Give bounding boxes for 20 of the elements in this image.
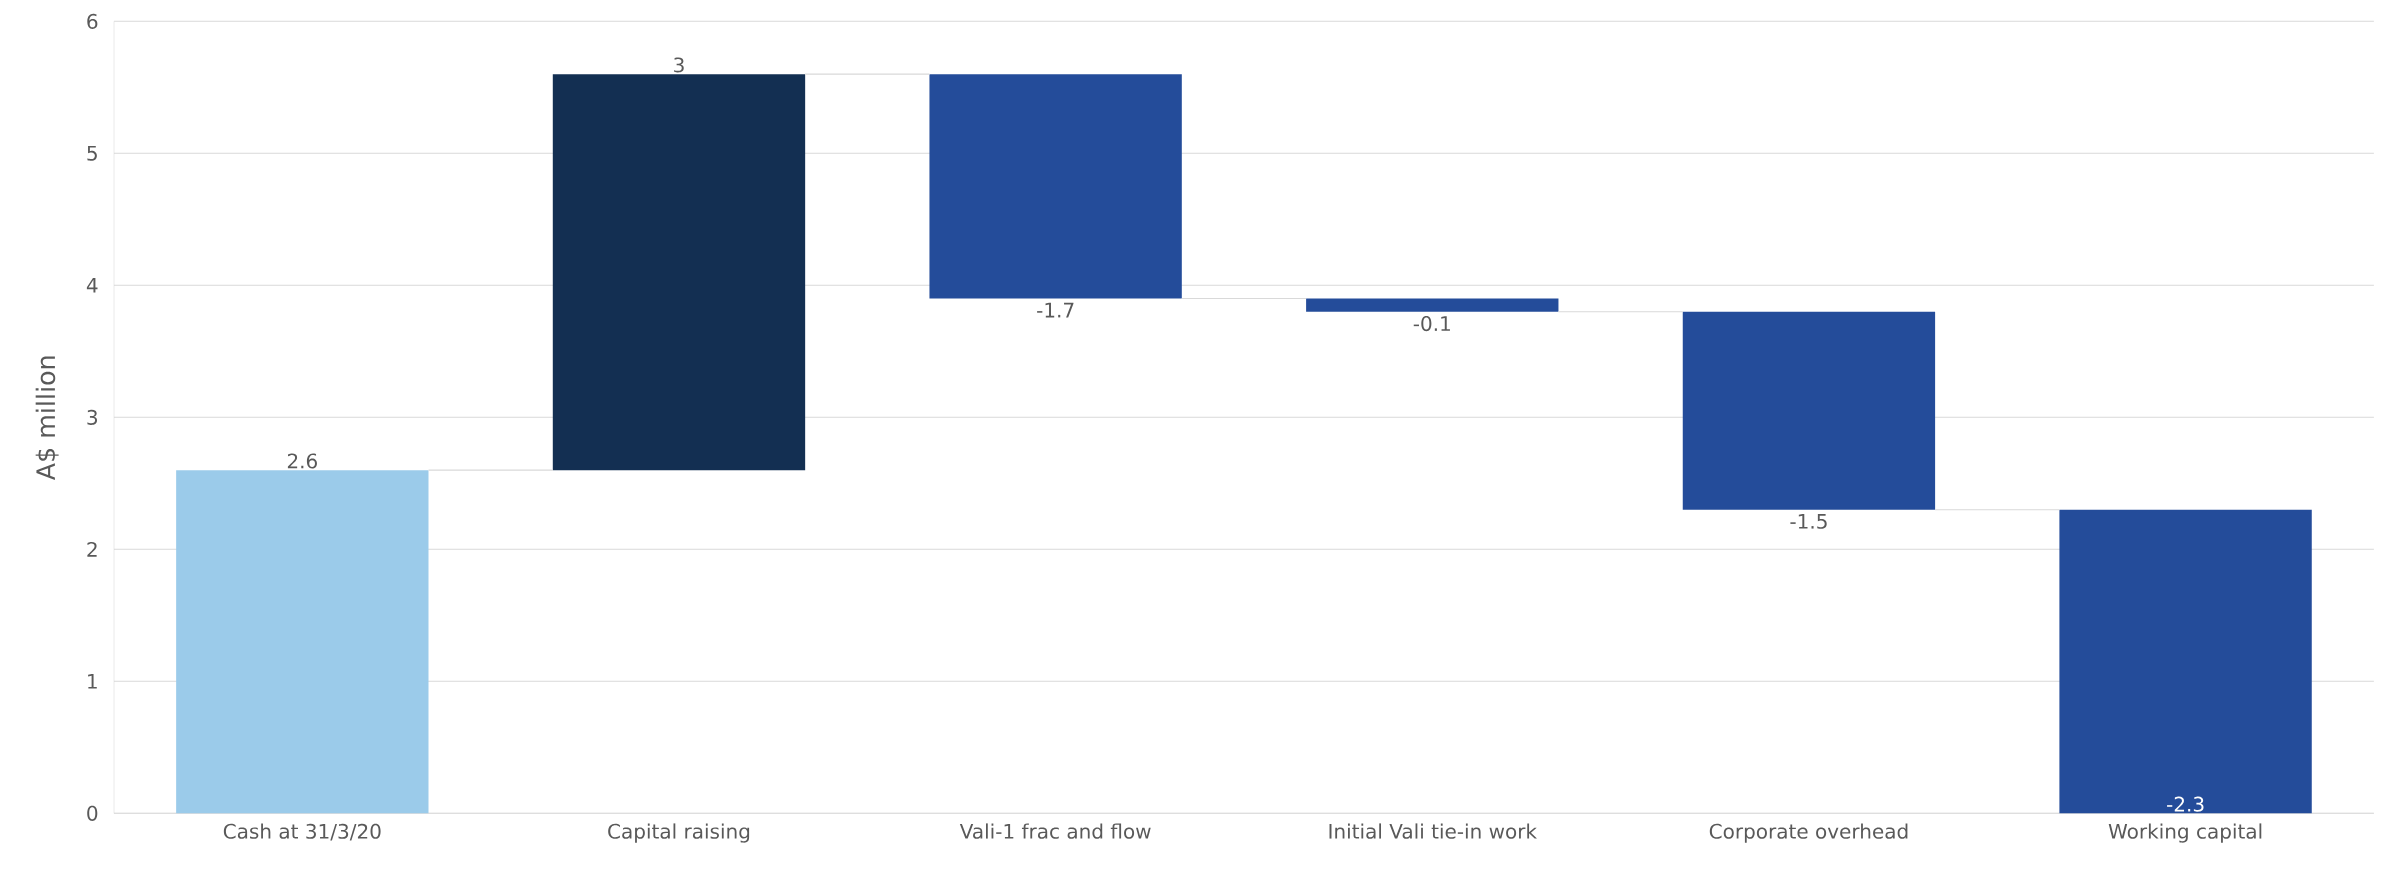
y-tick-label: 5 bbox=[87, 145, 97, 161]
x-tick-label: Cash at 31/3/20 bbox=[223, 823, 381, 841]
x-tick-label: Working capital bbox=[2108, 823, 2262, 843]
data-label: -1.7 bbox=[1037, 302, 1074, 318]
y-tick-label: 3 bbox=[87, 409, 98, 425]
data-label: -1.5 bbox=[1790, 514, 1827, 529]
x-tick-label: Capital raising bbox=[608, 823, 750, 843]
data-label: -2.3 bbox=[2167, 796, 2204, 812]
data-label: -0.1 bbox=[1413, 316, 1450, 332]
y-tick-label: 6 bbox=[87, 13, 98, 29]
data-label: 3 bbox=[674, 57, 684, 73]
data-label: 2.6 bbox=[287, 453, 317, 469]
y-tick-label: 4 bbox=[86, 278, 98, 293]
x-tick-label: Corporate overhead bbox=[1709, 823, 1908, 843]
y-tick-label: 2 bbox=[87, 541, 97, 557]
x-tick-label: Vali-1 frac and flow bbox=[959, 823, 1151, 839]
y-axis-title: A$ million bbox=[35, 356, 59, 481]
y-tick-label: 0 bbox=[87, 805, 98, 821]
x-tick-label: Initial Vali tie-in work bbox=[1329, 823, 1537, 839]
y-tick-label: 1 bbox=[88, 674, 97, 689]
